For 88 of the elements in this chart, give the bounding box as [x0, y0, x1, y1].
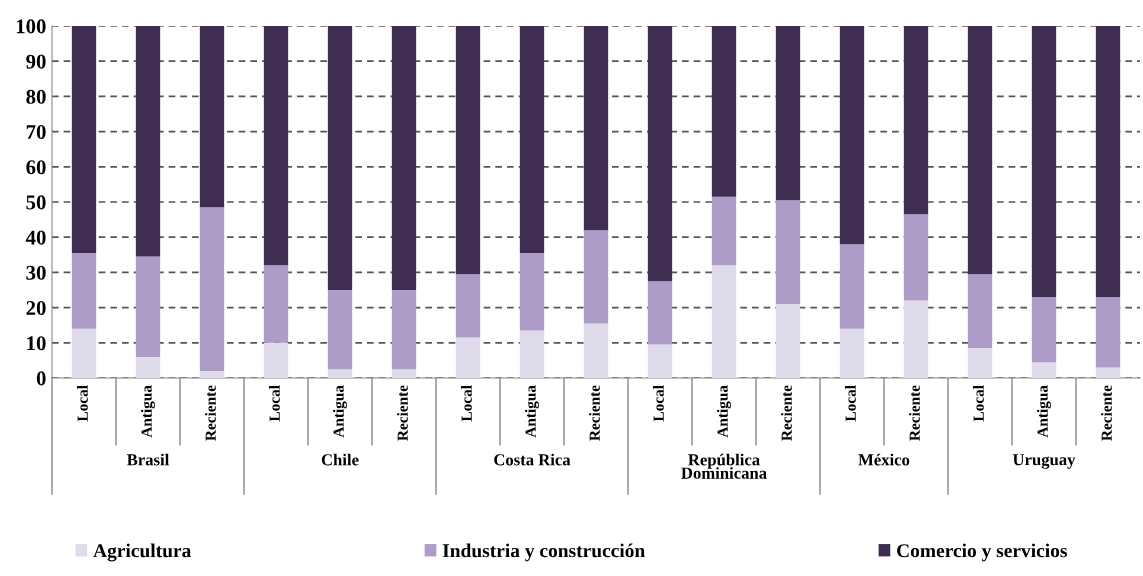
- bar: [391, 369, 417, 378]
- bar: [967, 348, 993, 378]
- text: Uruguay: [1012, 454, 1076, 469]
- bar: [1095, 297, 1121, 368]
- x-tick-label: Antigua: [1037, 385, 1051, 438]
- bar: [583, 323, 609, 378]
- x-tick-label: Local: [269, 385, 280, 422]
- legend-label: Comercio y servicios: [897, 543, 1067, 562]
- bar: [71, 328, 97, 378]
- x-tick-label: Antigua: [333, 385, 347, 438]
- bar: [263, 26, 289, 266]
- bar: [455, 274, 481, 338]
- x-tick-label: Local: [77, 385, 88, 422]
- bar: [71, 253, 97, 329]
- bar: [775, 200, 801, 305]
- bar: [199, 26, 225, 208]
- bar: [519, 330, 545, 378]
- x-tick-label: Reciente: [397, 385, 408, 441]
- x-tick-label: Reciente: [589, 385, 600, 441]
- bar: [583, 230, 609, 324]
- bar: [135, 356, 161, 378]
- x-tick-label: Local: [973, 385, 984, 422]
- bar: [647, 26, 673, 282]
- bar: [1095, 367, 1121, 378]
- y-tick-label: 10: [27, 336, 46, 351]
- bar: [903, 26, 929, 215]
- bar: [199, 207, 225, 371]
- bar: [839, 328, 865, 378]
- x-tick-label: Local: [845, 385, 856, 422]
- bar: [711, 26, 737, 197]
- bar: [263, 342, 289, 378]
- bar: [135, 26, 161, 257]
- bar: [903, 214, 929, 301]
- y-tick-label: 100: [16, 19, 46, 34]
- text: México: [858, 453, 910, 466]
- x-tick-label: Antigua: [717, 385, 731, 438]
- x-tick-label: Antigua: [141, 385, 155, 438]
- bar: [71, 26, 97, 254]
- x-tick-label: Reciente: [781, 385, 792, 441]
- bar: [1031, 362, 1057, 378]
- text: República Dominicana: [681, 453, 767, 479]
- bar: [1095, 26, 1121, 298]
- y-tick-label: 50: [26, 195, 46, 210]
- y-tick-label: 70: [26, 124, 46, 140]
- bar: [263, 265, 289, 343]
- bar: [519, 26, 545, 254]
- bar: [391, 290, 417, 370]
- bar: [327, 369, 353, 378]
- bar: [647, 344, 673, 378]
- bar: [135, 256, 161, 357]
- bar: [775, 26, 801, 201]
- bar: [775, 304, 801, 378]
- x-tick-label: Reciente: [909, 385, 920, 441]
- bar: [519, 253, 545, 331]
- bar: [583, 26, 609, 231]
- bar: [455, 26, 481, 275]
- y-tick-label: 60: [26, 160, 46, 175]
- y-tick-label: 90: [26, 54, 46, 69]
- text: Costa Rica: [494, 453, 571, 466]
- x-tick-label: Reciente: [205, 385, 216, 441]
- bar: [647, 281, 673, 345]
- bar: [1031, 297, 1057, 363]
- legend-label: Agricultura: [93, 543, 192, 562]
- bar: [839, 244, 865, 329]
- y-tick-label: 80: [26, 89, 46, 104]
- text: Chile: [321, 453, 359, 466]
- bar: [839, 26, 865, 245]
- x-tick-label: Reciente: [1101, 385, 1112, 441]
- text: Brasil: [126, 453, 170, 466]
- y-tick-label: 20: [26, 300, 46, 316]
- bar: [1031, 26, 1057, 298]
- bar: [327, 26, 353, 290]
- x-tick-label: Local: [653, 385, 664, 422]
- y-tick-label: 30: [26, 265, 46, 280]
- bar: [711, 196, 737, 266]
- x-tick-label: Antigua: [525, 385, 539, 438]
- bar: [711, 265, 737, 378]
- y-tick-label: 0: [36, 371, 46, 386]
- bar: [967, 274, 993, 349]
- bar: [199, 370, 225, 378]
- bar: [455, 337, 481, 378]
- bar: [391, 26, 417, 290]
- legend-label: Industria y construcción: [442, 543, 645, 562]
- bar: [967, 26, 993, 275]
- bar: [327, 290, 353, 370]
- y-tick-label: 40: [25, 230, 46, 245]
- bar: [903, 300, 929, 378]
- x-tick-label: Local: [461, 385, 472, 422]
